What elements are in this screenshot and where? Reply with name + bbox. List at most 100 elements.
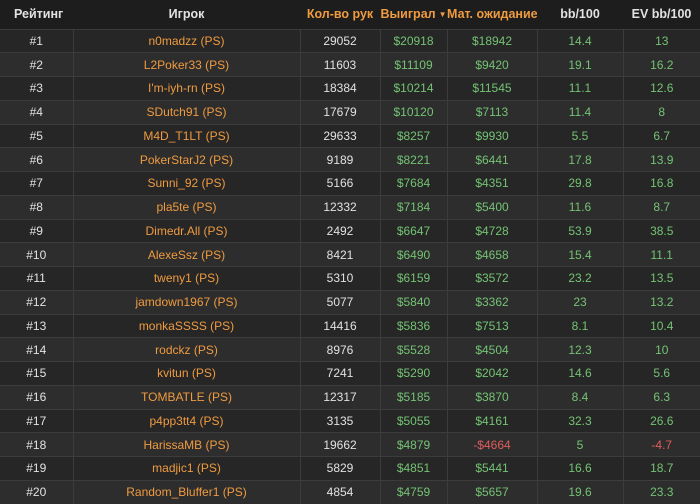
table-body: #1 n0madzz (PS) 29052 $20918 $18942 14.4… [0,28,700,504]
hands-cell: 29052 [299,28,380,53]
ev-money-cell: $7113 [446,99,537,124]
player-link[interactable]: L2Poker33 (PS) [72,52,300,77]
ev-bb100-cell: 11.1 [622,242,700,267]
table-row: #3 I'm-iyh-rn (PS) 18384 $10214 $11545 1… [0,76,700,101]
rank-cell: #2 [0,52,73,77]
ev-money-cell: $3362 [446,289,537,314]
player-link[interactable]: Sunni_92 (PS) [72,171,300,196]
table-row: #7 Sunni_92 (PS) 5166 $7684 $4351 29.8 1… [0,171,700,196]
player-link[interactable]: AlexeSsz (PS) [72,242,300,267]
column-header-player[interactable]: Игрок [168,7,205,22]
won-cell: $8257 [379,123,447,148]
bb100-cell: 32.3 [536,408,623,433]
bb100-cell: 29.8 [536,171,623,196]
player-link[interactable]: kvitun (PS) [72,361,300,386]
player-link[interactable]: M4D_T1LT (PS) [72,123,300,148]
player-link[interactable]: madjic1 (PS) [72,456,300,481]
player-link[interactable]: jamdown1967 (PS) [72,289,300,314]
bb100-cell: 5.5 [536,123,623,148]
ev-money-cell: $5400 [446,194,537,219]
player-link[interactable]: tweny1 (PS) [72,266,300,291]
player-link[interactable]: Random_Bluffer1 (PS) [72,479,300,504]
table-row: #18 HarissaMB (PS) 19662 $4879 -$4664 5 … [0,432,700,457]
rank-cell: #15 [0,361,73,386]
ev-bb100-cell: 10 [622,337,700,362]
ev-bb100-cell: 6.3 [622,384,700,409]
player-link[interactable]: rodckz (PS) [72,337,300,362]
rank-cell: #6 [0,147,73,172]
ev-bb100-cell: 5.6 [622,361,700,386]
rank-cell: #13 [0,313,73,338]
rank-cell: #4 [0,99,73,124]
player-link[interactable]: pla5te (PS) [72,194,300,219]
player-link[interactable]: n0madzz (PS) [72,28,300,53]
hands-cell: 18384 [299,76,380,101]
ev-bb100-cell: 13 [622,28,700,53]
rank-cell: #5 [0,123,73,148]
ev-bb100-cell: 23.3 [622,479,700,504]
hands-cell: 29633 [299,123,380,148]
bb100-cell: 16.6 [536,456,623,481]
table-row: #13 monkaSSSS (PS) 14416 $5836 $7513 8.1… [0,313,700,338]
ev-bb100-cell: -4.7 [622,432,700,457]
column-header-expected-value[interactable]: Мат. ожидание [447,7,537,22]
ev-money-cell: $5657 [446,479,537,504]
rank-cell: #19 [0,456,73,481]
bb100-cell: 19.1 [536,52,623,77]
rank-cell: #7 [0,171,73,196]
bb100-cell: 5 [536,432,623,457]
won-cell: $6647 [379,218,447,243]
rank-cell: #18 [0,432,73,457]
ev-money-cell: $7513 [446,313,537,338]
won-cell: $7184 [379,194,447,219]
column-header-won[interactable]: Выиграл ▼ [380,0,447,29]
hands-cell: 8421 [299,242,380,267]
won-cell: $6490 [379,242,447,267]
ev-bb100-cell: 6.7 [622,123,700,148]
hands-cell: 19662 [299,432,380,457]
table-row: #19 madjic1 (PS) 5829 $4851 $5441 16.6 1… [0,456,700,481]
ev-bb100-cell: 26.6 [622,408,700,433]
player-link[interactable]: PokerStarJ2 (PS) [72,147,300,172]
table-row: #16 TOMBATLE (PS) 12317 $5185 $3870 8.4 … [0,384,700,409]
column-header-won-label: Выиграл [380,7,436,22]
won-cell: $4759 [379,479,447,504]
player-link[interactable]: Dimedr.All (PS) [72,218,300,243]
bb100-cell: 53.9 [536,218,623,243]
ev-money-cell: $18942 [446,28,537,53]
bb100-cell: 23.2 [536,266,623,291]
table-row: #12 jamdown1967 (PS) 5077 $5840 $3362 23… [0,289,700,314]
player-link[interactable]: SDutch91 (PS) [72,99,300,124]
ev-bb100-cell: 16.2 [622,52,700,77]
player-link[interactable]: TOMBATLE (PS) [72,384,300,409]
ev-money-cell: $9420 [446,52,537,77]
table-row: #20 Random_Bluffer1 (PS) 4854 $4759 $565… [0,479,700,504]
table-row: #11 tweny1 (PS) 5310 $6159 $3572 23.2 13… [0,266,700,291]
won-cell: $5528 [379,337,447,362]
bb100-cell: 14.4 [536,28,623,53]
column-header-ev-bb100[interactable]: EV bb/100 [631,7,692,22]
ev-money-cell: -$4664 [446,432,537,457]
bb100-cell: 11.4 [536,99,623,124]
hands-cell: 8976 [299,337,380,362]
player-link[interactable]: monkaSSSS (PS) [72,313,300,338]
won-cell: $4879 [379,432,447,457]
table-row: #15 kvitun (PS) 7241 $5290 $2042 14.6 5.… [0,361,700,386]
won-cell: $6159 [379,266,447,291]
ev-bb100-cell: 16.8 [622,171,700,196]
player-link[interactable]: p4pp3tt4 (PS) [72,408,300,433]
ev-money-cell: $4504 [446,337,537,362]
won-cell: $5055 [379,408,447,433]
column-header-hands[interactable]: Кол-во рук [306,7,374,22]
player-link[interactable]: I'm-iyh-rn (PS) [72,76,300,101]
column-header-rating[interactable]: Рейтинг [14,7,64,22]
ev-money-cell: $11545 [446,76,537,101]
ev-bb100-cell: 38.5 [622,218,700,243]
table-row: #8 pla5te (PS) 12332 $7184 $5400 11.6 8.… [0,194,700,219]
hands-cell: 11603 [299,52,380,77]
column-header-bb100[interactable]: bb/100 [560,7,600,22]
table-row: #17 p4pp3tt4 (PS) 3135 $5055 $4161 32.3 … [0,408,700,433]
player-link[interactable]: HarissaMB (PS) [72,432,300,457]
rank-cell: #14 [0,337,73,362]
ev-bb100-cell: 8.7 [622,194,700,219]
